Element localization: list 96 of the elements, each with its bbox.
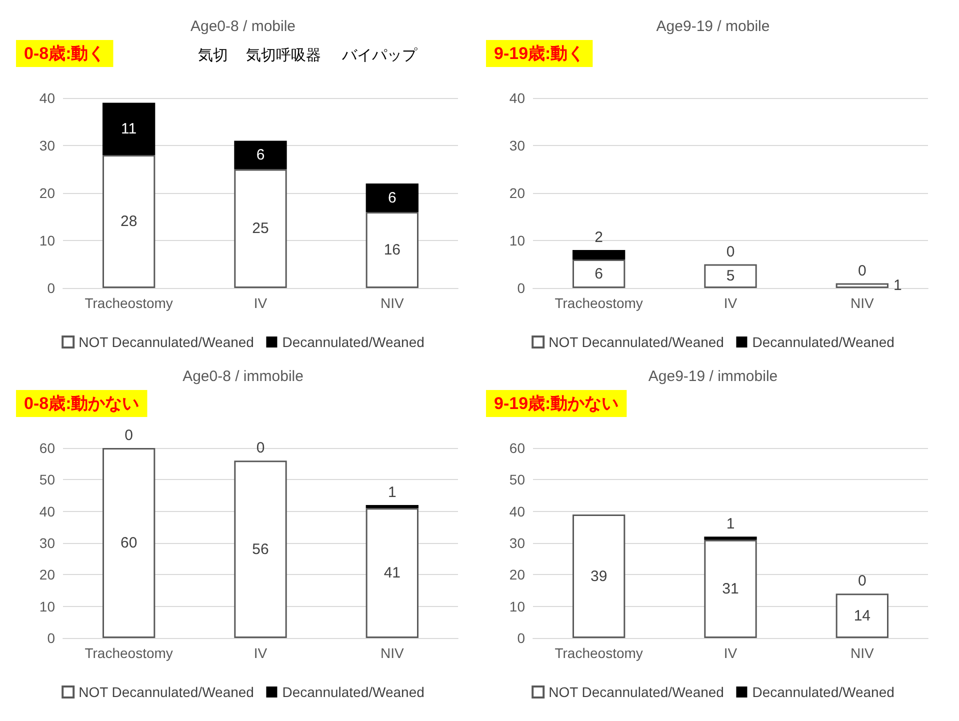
y-tick-label: 60: [39, 440, 56, 456]
text: 9-19歳:動く: [494, 44, 585, 63]
bar: [102, 155, 156, 288]
text: バイパップ: [341, 47, 418, 64]
x-tick-label: IV: [254, 295, 268, 311]
text: 0-8歳:動く: [24, 44, 106, 63]
y-tick-label: 40: [39, 503, 56, 520]
y-tick-label: 30: [39, 535, 56, 551]
data-label: 6: [388, 189, 396, 206]
data-label: 0: [124, 427, 134, 444]
x-tick-label: IV: [254, 645, 268, 661]
y-tick-label: 0: [517, 630, 526, 646]
bar: [234, 140, 287, 170]
data-label: 31: [722, 580, 739, 598]
x-tick-label: Tracheostomy: [554, 295, 643, 311]
legend-label: Decannulated/Weaned: [282, 334, 424, 350]
y-tick-label: 50: [509, 472, 526, 488]
data-label: 0: [256, 440, 265, 457]
data-label: 11: [121, 120, 137, 138]
x-tick-label: NIV: [380, 645, 404, 661]
text: 9-19歳:動かない: [494, 394, 619, 413]
data-label: 60: [120, 534, 138, 552]
y-tick-label: 30: [509, 535, 526, 551]
data-label: 6: [594, 265, 604, 282]
bar: [836, 283, 888, 288]
y-tick-label: 0: [47, 630, 56, 646]
data-label: 56: [252, 540, 269, 558]
bar: [704, 540, 757, 638]
y-tick-label: 30: [509, 138, 526, 154]
y-tick-label: 20: [509, 566, 526, 583]
data-label: 0: [858, 262, 866, 280]
chart-title: Age0-8 / immobile: [182, 368, 304, 385]
bar: [366, 508, 418, 638]
bar: [704, 264, 757, 288]
legend-label: NOT Decannulated/Weaned: [78, 334, 254, 350]
x-tick-label: NIV: [380, 295, 404, 311]
text: 0-8歳:動かない: [24, 394, 140, 413]
bar: [704, 536, 757, 540]
y-tick-label: 40: [509, 503, 526, 520]
y-tick-label: 10: [39, 598, 56, 614]
x-tick-label: Tracheostomy: [84, 645, 173, 661]
data-label: 25: [252, 220, 269, 238]
x-tick-label: NIV: [850, 645, 874, 661]
chart-title: Age9-19 / immobile: [648, 368, 778, 385]
text: 気切呼吸器: [246, 47, 321, 64]
legend-label: Decannulated/Weaned: [282, 684, 424, 700]
y-tick-label: 40: [39, 90, 56, 106]
bar: [102, 102, 156, 155]
bar: [102, 448, 156, 638]
data-label: 41: [384, 564, 401, 582]
legend-label: NOT Decannulated/Weaned: [78, 684, 254, 700]
y-tick-label: 20: [39, 185, 56, 201]
y-tick-label: 0: [47, 280, 56, 296]
bar: [366, 505, 418, 508]
y-tick-label: 10: [509, 598, 526, 614]
y-tick-label: 10: [509, 232, 526, 248]
data-label: 28: [120, 213, 138, 230]
data-label: 1: [894, 277, 902, 294]
bar: [572, 250, 626, 260]
data-label: 0: [858, 572, 866, 590]
y-tick-label: 30: [39, 138, 56, 154]
chart-title: Age9-19 / mobile: [656, 18, 770, 35]
y-tick-label: 10: [39, 232, 56, 248]
y-tick-label: 60: [509, 440, 526, 456]
data-label: 1: [726, 516, 735, 533]
bar: [572, 514, 626, 638]
x-tick-label: Tracheostomy: [554, 645, 643, 661]
bar: [366, 212, 418, 288]
bar: [234, 460, 287, 638]
chart-title: Age0-8 / mobile: [190, 18, 296, 35]
y-tick-label: 20: [39, 566, 56, 583]
data-label: 2: [594, 229, 604, 246]
data-label: 39: [590, 568, 608, 585]
bar: [836, 594, 888, 638]
legend-label: Decannulated/Weaned: [752, 684, 894, 700]
x-tick-label: IV: [724, 295, 738, 311]
bar: [366, 184, 418, 212]
legend-label: Decannulated/Weaned: [752, 334, 894, 350]
data-label: 16: [384, 242, 401, 258]
data-label: 1: [388, 484, 396, 501]
legend-label: NOT Decannulated/Weaned: [548, 334, 724, 350]
y-tick-label: 0: [517, 280, 526, 296]
legend-label: NOT Decannulated/Weaned: [548, 684, 724, 700]
y-tick-label: 50: [39, 472, 56, 488]
data-label: 0: [726, 243, 735, 260]
x-tick-label: Tracheostomy: [84, 295, 173, 311]
text: 気切: [198, 47, 228, 64]
x-tick-label: NIV: [850, 295, 874, 311]
bar: [572, 260, 626, 288]
data-label: 6: [256, 146, 265, 164]
x-tick-label: IV: [724, 645, 738, 661]
bar: [234, 169, 287, 288]
data-label: 14: [854, 607, 871, 624]
y-tick-label: 40: [509, 90, 526, 106]
data-label: 5: [726, 268, 735, 285]
y-tick-label: 20: [509, 185, 526, 201]
